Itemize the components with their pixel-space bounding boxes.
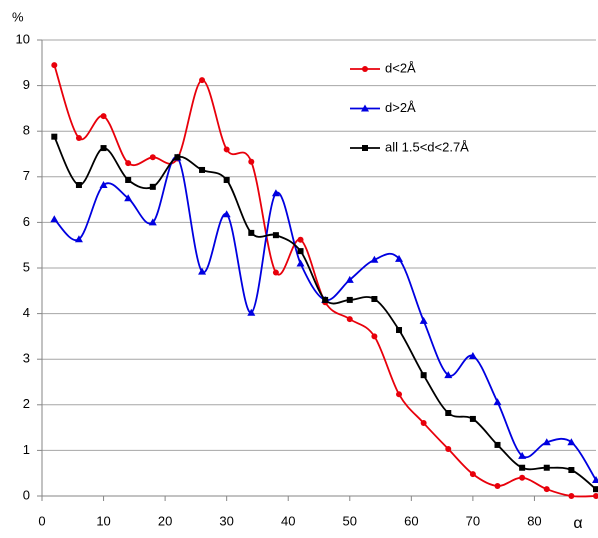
- marker: [248, 158, 255, 165]
- marker: [346, 316, 353, 323]
- marker: [223, 176, 230, 183]
- marker: [272, 232, 279, 239]
- x-tick-label: 30: [219, 513, 233, 528]
- y-tick-label: 9: [23, 77, 30, 92]
- y-tick-label: 7: [23, 168, 30, 183]
- marker: [272, 269, 279, 276]
- marker: [371, 333, 378, 340]
- marker: [543, 464, 550, 471]
- marker: [199, 77, 206, 84]
- marker: [371, 296, 378, 303]
- x-axis-label: α: [573, 515, 582, 532]
- x-tick-label: 0: [38, 513, 45, 528]
- series-line: [53, 136, 597, 490]
- marker: [271, 189, 280, 197]
- marker: [396, 391, 403, 398]
- y-tick-label: 6: [23, 214, 30, 229]
- marker: [468, 352, 477, 360]
- marker: [297, 236, 304, 243]
- marker: [444, 371, 453, 379]
- marker: [174, 154, 181, 161]
- legend-marker: [361, 104, 369, 112]
- marker: [494, 441, 501, 448]
- marker: [198, 267, 207, 275]
- marker: [346, 296, 353, 303]
- marker: [494, 482, 501, 489]
- marker: [420, 372, 427, 379]
- x-tick-label: 20: [158, 513, 172, 528]
- series-line: [53, 156, 597, 481]
- y-tick-label: 1: [23, 442, 30, 457]
- marker: [419, 316, 428, 324]
- series-line: [53, 64, 597, 498]
- marker: [445, 410, 452, 417]
- y-tick-label: 2: [23, 396, 30, 411]
- x-tick-label: 40: [281, 513, 295, 528]
- marker: [100, 145, 107, 152]
- marker: [199, 166, 206, 173]
- marker: [493, 398, 502, 406]
- marker: [296, 259, 305, 267]
- marker: [543, 486, 550, 493]
- marker: [125, 160, 132, 167]
- x-tick-label: 70: [466, 513, 480, 528]
- marker: [469, 471, 476, 478]
- marker: [222, 210, 231, 218]
- marker: [50, 215, 59, 223]
- marker: [149, 154, 156, 161]
- legend-label: d>2Å: [385, 100, 416, 115]
- marker: [99, 181, 108, 189]
- marker: [518, 451, 527, 459]
- y-tick-label: 3: [23, 351, 30, 366]
- x-tick-label: 80: [527, 513, 541, 528]
- marker: [75, 182, 82, 189]
- marker: [345, 275, 354, 283]
- marker: [248, 229, 255, 236]
- y-tick-label: 0: [23, 487, 30, 502]
- x-tick-label: 10: [96, 513, 110, 528]
- marker: [519, 464, 526, 471]
- marker: [395, 254, 404, 262]
- marker: [247, 308, 256, 316]
- marker: [370, 255, 379, 263]
- marker: [223, 146, 230, 153]
- y-axis-label: %: [12, 9, 24, 24]
- marker: [51, 62, 58, 69]
- x-tick-label: 60: [404, 513, 418, 528]
- legend-label: d<2Å: [385, 60, 416, 75]
- marker: [519, 474, 526, 481]
- legend-marker: [362, 145, 368, 151]
- marker: [100, 113, 107, 120]
- marker: [125, 176, 132, 183]
- marker: [469, 415, 476, 422]
- marker: [149, 183, 156, 190]
- marker: [593, 493, 598, 499]
- legend-marker: [362, 66, 368, 72]
- y-tick-label: 8: [23, 123, 30, 138]
- marker: [51, 133, 58, 140]
- y-tick-label: 4: [23, 305, 30, 320]
- legend-label: all 1.5<d<2.7Å: [385, 139, 469, 154]
- marker: [592, 476, 598, 484]
- marker: [593, 486, 598, 493]
- x-tick-label: 50: [343, 513, 357, 528]
- marker: [148, 218, 157, 226]
- marker: [568, 493, 575, 499]
- marker: [568, 467, 575, 474]
- y-tick-label: 10: [16, 31, 30, 46]
- marker: [396, 327, 403, 334]
- marker: [124, 194, 133, 202]
- marker: [322, 296, 329, 303]
- marker: [542, 438, 551, 446]
- marker: [420, 420, 427, 427]
- marker: [297, 248, 304, 255]
- marker: [75, 135, 82, 142]
- y-tick-label: 5: [23, 259, 30, 274]
- marker: [567, 438, 576, 446]
- marker: [445, 446, 452, 453]
- marker: [74, 235, 83, 243]
